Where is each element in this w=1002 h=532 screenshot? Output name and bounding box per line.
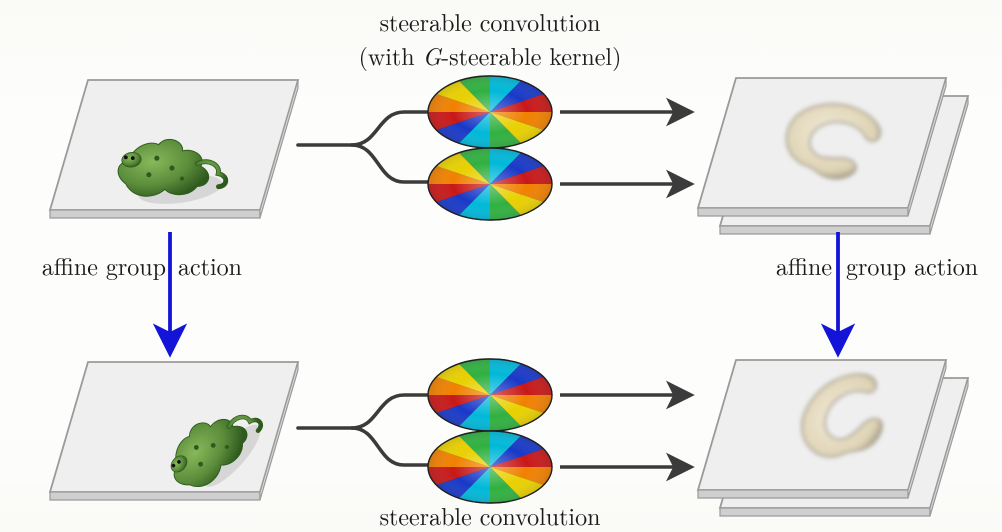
- output-planes-top-front: [698, 78, 946, 216]
- left-arrow-label-left: affine group: [18, 248, 166, 282]
- fork-top: [298, 112, 430, 182]
- left-arrow-label-right: action: [178, 248, 268, 282]
- kernel-bot-lower: [428, 431, 552, 503]
- right-arrow-label-left: affine: [760, 248, 832, 282]
- output-planes-bot-front: [698, 358, 946, 498]
- top-title-line1: steerable convolution: [300, 4, 680, 38]
- kernel-top-upper: [428, 76, 552, 148]
- kernel-top-lower: [428, 148, 552, 220]
- arrows-top-pair: [560, 112, 690, 184]
- arrows-bot-pair: [560, 395, 690, 467]
- fork-bottom: [298, 395, 430, 465]
- right-arrow-label-right: group action: [846, 248, 996, 282]
- kernel-bot-upper: [428, 359, 552, 431]
- top-title-line2: (with G-steerable kernel): [300, 38, 680, 72]
- top-title: steerable convolution (with G-steerable …: [300, 4, 680, 72]
- input-plane-top: [50, 80, 298, 218]
- bottom-title: steerable convolution: [320, 498, 660, 532]
- input-plane-bottom: [50, 362, 298, 506]
